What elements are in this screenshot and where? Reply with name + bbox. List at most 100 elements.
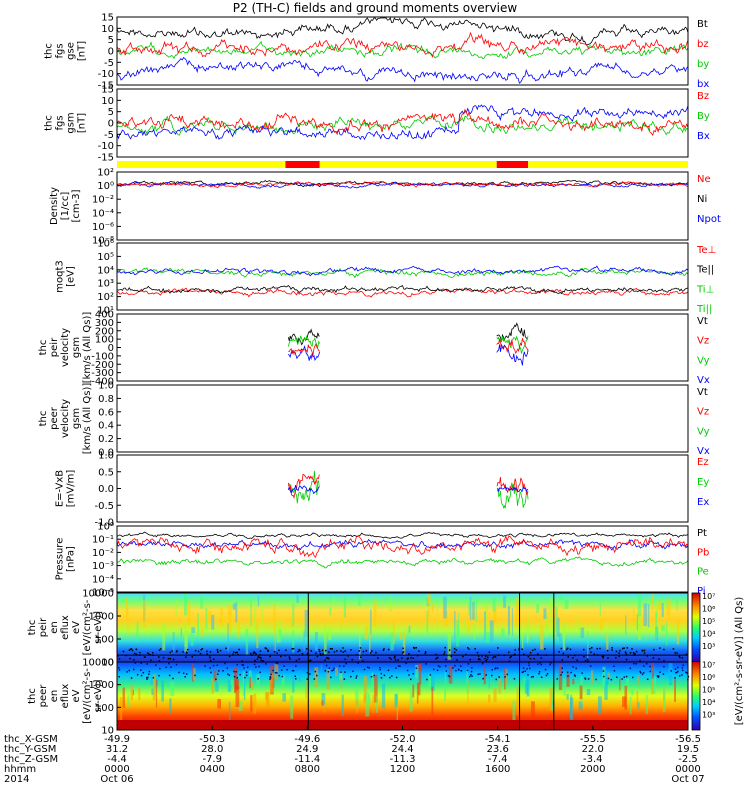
p7-ez-trace [496, 476, 529, 496]
p9-noise [611, 649, 613, 651]
p10-tick-label: 100 [95, 703, 114, 714]
p10-streak [516, 686, 519, 716]
p9-noise [291, 648, 293, 650]
p9-noise [365, 650, 368, 652]
p9-noise [589, 648, 591, 650]
p9-streak [492, 598, 496, 612]
p9-noise [306, 648, 308, 650]
p10-streak [138, 687, 141, 700]
p7-legend-Ex: Ex [697, 497, 709, 508]
p9-streak [238, 622, 240, 639]
p9-noise [309, 659, 312, 662]
x-axis-value: 0000 [104, 764, 129, 775]
p9-streak [560, 594, 563, 601]
p10-noise [460, 665, 462, 667]
p9-noise [394, 659, 397, 661]
p10-streak [674, 679, 676, 702]
p2-legend-Bx: Bx [697, 131, 710, 142]
x-axis-value: -50.3 [199, 734, 225, 745]
p9-noise [310, 650, 312, 652]
p10-noise [333, 667, 335, 670]
p10-streak [636, 690, 639, 709]
p2-tick-label: 5 [108, 107, 114, 118]
p9-noise [217, 651, 219, 654]
p9-noise [117, 655, 119, 657]
p10-noise [380, 672, 382, 675]
p9-streak [364, 626, 369, 640]
p9-streak [456, 620, 459, 647]
p9-streak [431, 603, 434, 612]
p9-streak [648, 604, 650, 628]
p9-streak [323, 626, 327, 655]
p8-pi-trace [116, 538, 689, 551]
p10-noise [469, 675, 471, 678]
p9-noise [340, 650, 342, 652]
p9-streak [276, 619, 281, 643]
p9-tick-label: 1000 [89, 612, 114, 623]
p9-noise [319, 653, 322, 655]
p10-noise [278, 674, 280, 677]
p10-noise [545, 674, 548, 677]
p10-streak [363, 675, 367, 702]
panel-p2 [116, 104, 689, 141]
p10-noise [674, 668, 677, 670]
p9-noise [410, 657, 412, 659]
p9-noise [377, 657, 379, 659]
p10-noise [550, 662, 552, 664]
p9-streak [472, 601, 475, 620]
p9-streak [180, 628, 182, 637]
colorbar-tick-label: 10⁶ [702, 605, 715, 614]
p10-noise [685, 671, 687, 674]
p10-streak [444, 670, 446, 698]
p9-streak [274, 625, 276, 652]
p10-noise [445, 670, 447, 672]
p9-noise [596, 647, 598, 650]
p9-streak [489, 620, 494, 642]
colorbar-electron [691, 661, 701, 731]
p10-streak [155, 679, 158, 708]
p9-noise [558, 651, 560, 653]
p9-noise [514, 649, 516, 651]
x-axis-row-label: hhmm [4, 764, 36, 775]
p10-noise [168, 662, 170, 665]
p9-ylabel-line: eflux [60, 615, 71, 640]
p10-noise [538, 672, 540, 675]
p9-noise [453, 647, 456, 650]
p9-noise [324, 659, 326, 661]
p3-legend-Ne: Ne [697, 174, 711, 185]
p9-noise [316, 655, 319, 658]
p9-noise [448, 649, 451, 651]
p9-noise [321, 649, 324, 652]
p10-streak [234, 666, 238, 691]
p10-noise [236, 677, 238, 679]
p10-noise [506, 673, 508, 676]
p10-noise [258, 665, 260, 668]
p10-streak [132, 689, 134, 696]
p9-streak [172, 631, 175, 653]
panel-p3 [116, 179, 689, 189]
p9-noise [624, 651, 627, 653]
p8-tick-label: 10⁰ [97, 522, 114, 533]
p9-noise [393, 657, 396, 659]
p10-noise [172, 677, 174, 680]
p10-noise [314, 670, 317, 673]
p2-legend-By: By [697, 111, 710, 122]
p9-streak [473, 620, 476, 640]
p9-noise [658, 658, 660, 660]
p10-noise [175, 663, 178, 666]
p9-noise [169, 658, 172, 660]
x-axis-value: -7.4 [488, 754, 508, 765]
p10-noise [332, 669, 335, 671]
p10-noise [152, 677, 155, 679]
p9-noise [182, 651, 184, 653]
p1-tick-label: 0 [108, 47, 114, 58]
p5-tick-label: 200 [95, 326, 114, 337]
x-axis-value: 24.4 [391, 744, 413, 755]
p9-noise [284, 654, 286, 657]
p10-noise [387, 669, 390, 672]
panel-p9 [117, 593, 688, 662]
p10-noise [458, 669, 460, 671]
p9-noise [209, 659, 212, 662]
p2-ylabel-line: fgs [55, 115, 66, 130]
p9-noise [397, 659, 399, 661]
